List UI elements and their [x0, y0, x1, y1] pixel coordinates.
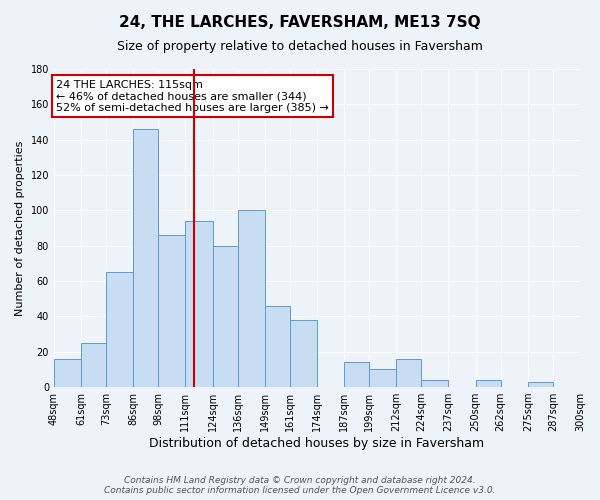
Bar: [54, 359, 81, 387]
Text: 24 THE LARCHES: 115sqm
← 46% of detached houses are smaller (344)
52% of semi-de: 24 THE LARCHES: 115sqm ← 46% of detached…: [56, 80, 329, 113]
Bar: [396, 359, 421, 387]
Bar: [81, 343, 106, 387]
Bar: [369, 370, 396, 387]
Bar: [158, 235, 185, 387]
Bar: [185, 221, 212, 387]
Y-axis label: Number of detached properties: Number of detached properties: [15, 140, 25, 316]
Text: Size of property relative to detached houses in Faversham: Size of property relative to detached ho…: [117, 40, 483, 53]
Bar: [265, 306, 290, 387]
Bar: [290, 320, 317, 387]
Text: 24, THE LARCHES, FAVERSHAM, ME13 7SQ: 24, THE LARCHES, FAVERSHAM, ME13 7SQ: [119, 15, 481, 30]
Bar: [344, 362, 369, 387]
Bar: [238, 210, 265, 387]
Bar: [106, 272, 133, 387]
Bar: [421, 380, 448, 387]
Text: Contains HM Land Registry data © Crown copyright and database right 2024.
Contai: Contains HM Land Registry data © Crown c…: [104, 476, 496, 495]
Bar: [133, 129, 158, 387]
Bar: [212, 246, 238, 387]
Bar: [528, 382, 553, 387]
Bar: [476, 380, 500, 387]
X-axis label: Distribution of detached houses by size in Faversham: Distribution of detached houses by size …: [149, 437, 485, 450]
